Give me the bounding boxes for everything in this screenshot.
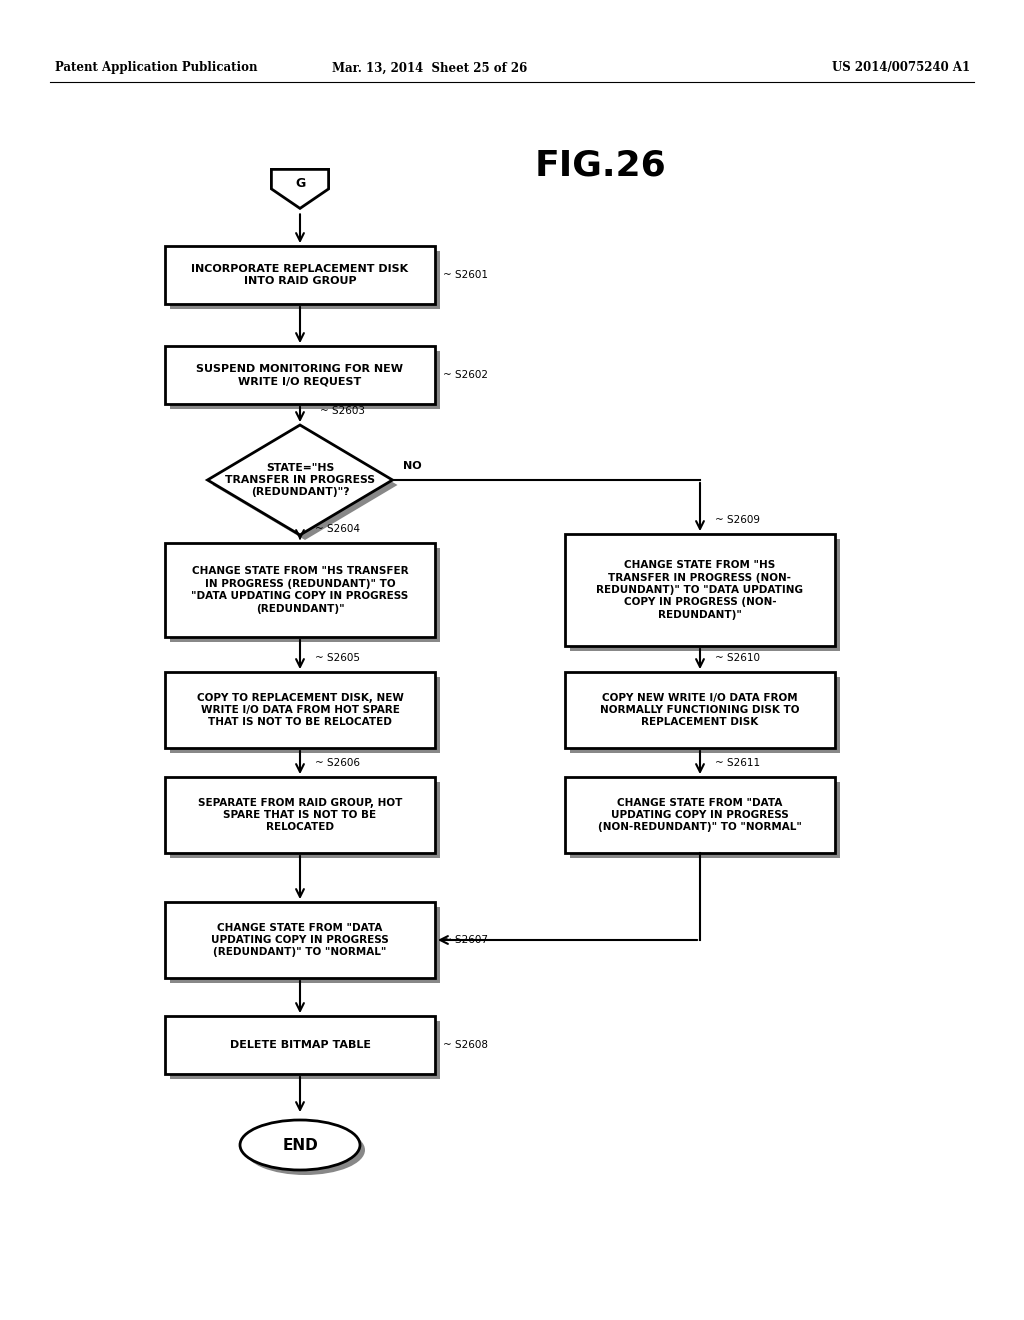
Polygon shape	[271, 169, 329, 209]
Bar	[170, 907, 440, 983]
Bar	[565, 672, 835, 748]
Text: COPY TO REPLACEMENT DISK, NEW
WRITE I/O DATA FROM HOT SPARE
THAT IS NOT TO BE RE: COPY TO REPLACEMENT DISK, NEW WRITE I/O …	[197, 693, 403, 727]
Text: SUSPEND MONITORING FOR NEW
WRITE I/O REQUEST: SUSPEND MONITORING FOR NEW WRITE I/O REQ…	[197, 364, 403, 387]
Text: ~ S2609: ~ S2609	[715, 515, 760, 525]
Bar	[165, 543, 435, 638]
Bar	[165, 246, 435, 304]
Text: ~ S2611: ~ S2611	[715, 758, 760, 768]
Text: ~ S2604: ~ S2604	[315, 524, 360, 535]
Text: CHANGE STATE FROM "DATA
UPDATING COPY IN PROGRESS
(REDUNDANT)" TO "NORMAL": CHANGE STATE FROM "DATA UPDATING COPY IN…	[211, 923, 389, 957]
Bar	[570, 539, 840, 651]
Text: NO: NO	[402, 461, 421, 471]
Text: ~ S2608: ~ S2608	[443, 1040, 488, 1049]
Bar	[170, 548, 440, 642]
Text: SEPARATE FROM RAID GROUP, HOT
SPARE THAT IS NOT TO BE
RELOCATED: SEPARATE FROM RAID GROUP, HOT SPARE THAT…	[198, 797, 402, 833]
Text: STATE="HS
TRANSFER IN PROGRESS
(REDUNDANT)"?: STATE="HS TRANSFER IN PROGRESS (REDUNDAN…	[225, 462, 375, 498]
Text: ~ S2607: ~ S2607	[443, 935, 488, 945]
Text: ~ S2605: ~ S2605	[315, 653, 360, 663]
Text: INCORPORATE REPLACEMENT DISK
INTO RAID GROUP: INCORPORATE REPLACEMENT DISK INTO RAID G…	[191, 264, 409, 286]
Bar	[570, 677, 840, 752]
Bar	[165, 672, 435, 748]
Text: CHANGE STATE FROM "DATA
UPDATING COPY IN PROGRESS
(NON-REDUNDANT)" TO "NORMAL": CHANGE STATE FROM "DATA UPDATING COPY IN…	[598, 797, 802, 833]
Text: Mar. 13, 2014  Sheet 25 of 26: Mar. 13, 2014 Sheet 25 of 26	[333, 62, 527, 74]
Bar	[170, 1020, 440, 1078]
Polygon shape	[208, 425, 392, 535]
Bar	[170, 351, 440, 409]
Text: Patent Application Publication: Patent Application Publication	[55, 62, 257, 74]
Bar	[165, 346, 435, 404]
Text: FIG.26: FIG.26	[535, 148, 666, 182]
Text: ~ S2602: ~ S2602	[443, 370, 488, 380]
Text: DELETE BITMAP TABLE: DELETE BITMAP TABLE	[229, 1040, 371, 1049]
Bar	[565, 535, 835, 645]
Text: END: END	[283, 1138, 317, 1152]
Bar	[565, 777, 835, 853]
Text: CHANGE STATE FROM "HS
TRANSFER IN PROGRESS (NON-
REDUNDANT)" TO "DATA UPDATING
C: CHANGE STATE FROM "HS TRANSFER IN PROGRE…	[597, 560, 804, 620]
Bar	[165, 777, 435, 853]
Bar	[170, 251, 440, 309]
Text: ~ S2601: ~ S2601	[443, 271, 488, 280]
Bar	[165, 902, 435, 978]
Ellipse shape	[240, 1119, 360, 1170]
Ellipse shape	[245, 1125, 365, 1175]
Text: US 2014/0075240 A1: US 2014/0075240 A1	[831, 62, 970, 74]
Text: ~ S2610: ~ S2610	[715, 653, 760, 663]
Text: ~ S2603: ~ S2603	[319, 407, 365, 416]
Text: YES: YES	[310, 546, 334, 556]
Bar	[170, 781, 440, 858]
Bar	[570, 781, 840, 858]
Text: ~ S2606: ~ S2606	[315, 758, 360, 768]
Text: COPY NEW WRITE I/O DATA FROM
NORMALLY FUNCTIONING DISK TO
REPLACEMENT DISK: COPY NEW WRITE I/O DATA FROM NORMALLY FU…	[600, 693, 800, 727]
Bar	[165, 1016, 435, 1074]
Bar	[170, 677, 440, 752]
Text: CHANGE STATE FROM "HS TRANSFER
IN PROGRESS (REDUNDANT)" TO
"DATA UPDATING COPY I: CHANGE STATE FROM "HS TRANSFER IN PROGRE…	[191, 566, 409, 614]
Polygon shape	[213, 430, 397, 540]
Text: G: G	[295, 177, 305, 190]
